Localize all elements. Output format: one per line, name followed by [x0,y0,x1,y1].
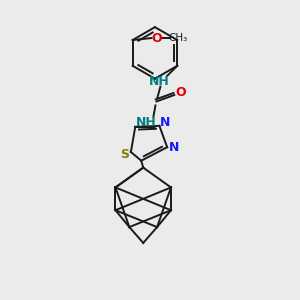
Text: NH: NH [136,116,157,129]
Text: N: N [169,141,179,154]
Text: CH₃: CH₃ [169,33,188,43]
Text: N: N [160,116,170,129]
Text: NH: NH [149,75,170,88]
Text: O: O [175,86,185,99]
Text: S: S [120,148,129,161]
Text: O: O [151,32,162,44]
